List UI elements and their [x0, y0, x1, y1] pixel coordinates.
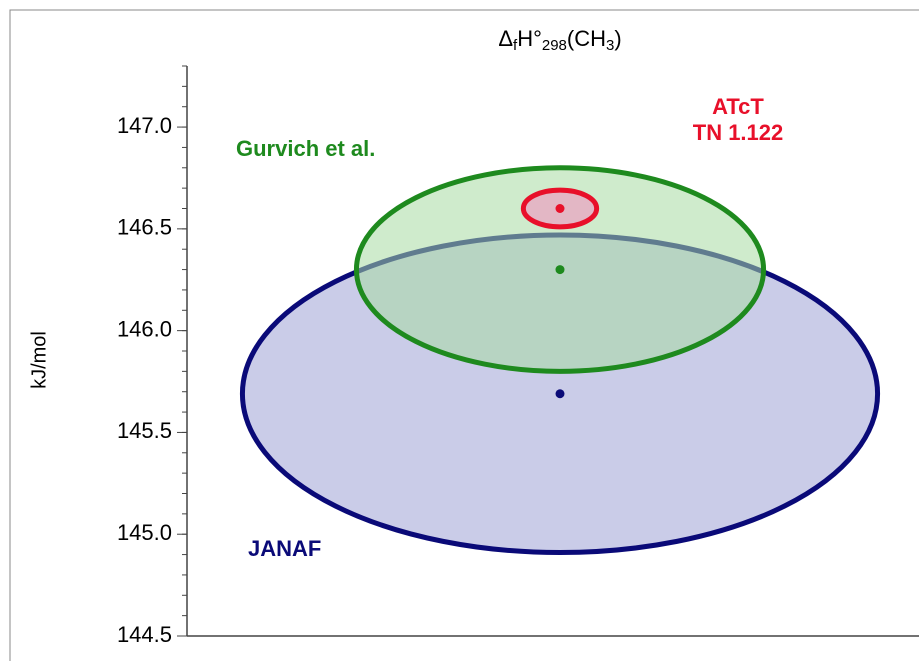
title-part: 3	[606, 37, 614, 54]
central-value	[555, 204, 565, 213]
title-part: (CH	[567, 26, 606, 51]
title-part: Δ	[498, 26, 513, 51]
series-label: Gurvich et al.	[236, 136, 375, 161]
y-tick-label: 144.5	[117, 622, 172, 647]
series-label: TN 1.122	[693, 120, 784, 145]
title-part: 298	[542, 37, 567, 54]
central-value	[555, 265, 565, 275]
frame	[9, 9, 919, 661]
y-tick-label: 145.5	[117, 418, 172, 443]
title-part: )	[614, 26, 621, 51]
title-part: f	[513, 37, 518, 54]
y-axis-label: kJ/mol	[28, 331, 50, 389]
title-part: H°	[517, 26, 542, 51]
y-tick-label: 147.0	[117, 113, 172, 138]
series-label: ATcT	[712, 94, 764, 119]
y-tick-label: 146.0	[117, 316, 172, 341]
central-value	[555, 389, 565, 399]
y-tick-label: 145.0	[117, 520, 172, 545]
chart-title: ΔfH°298(CH3)	[498, 26, 621, 54]
series-label: JANAF	[248, 536, 321, 561]
y-tick-label: 146.5	[117, 215, 172, 240]
